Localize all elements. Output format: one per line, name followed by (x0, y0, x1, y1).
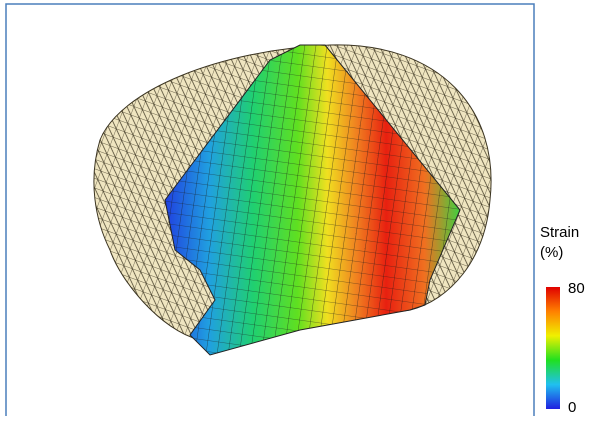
colorbar (546, 287, 560, 409)
colorbar-min: 0 (568, 399, 576, 416)
frame (5, 3, 535, 421)
colorbar-max: 80 (568, 280, 585, 297)
strain-patch-mesh (165, 45, 460, 355)
colorbar-title: Strain (540, 224, 579, 241)
colorbar-unit: (%) (540, 244, 563, 261)
